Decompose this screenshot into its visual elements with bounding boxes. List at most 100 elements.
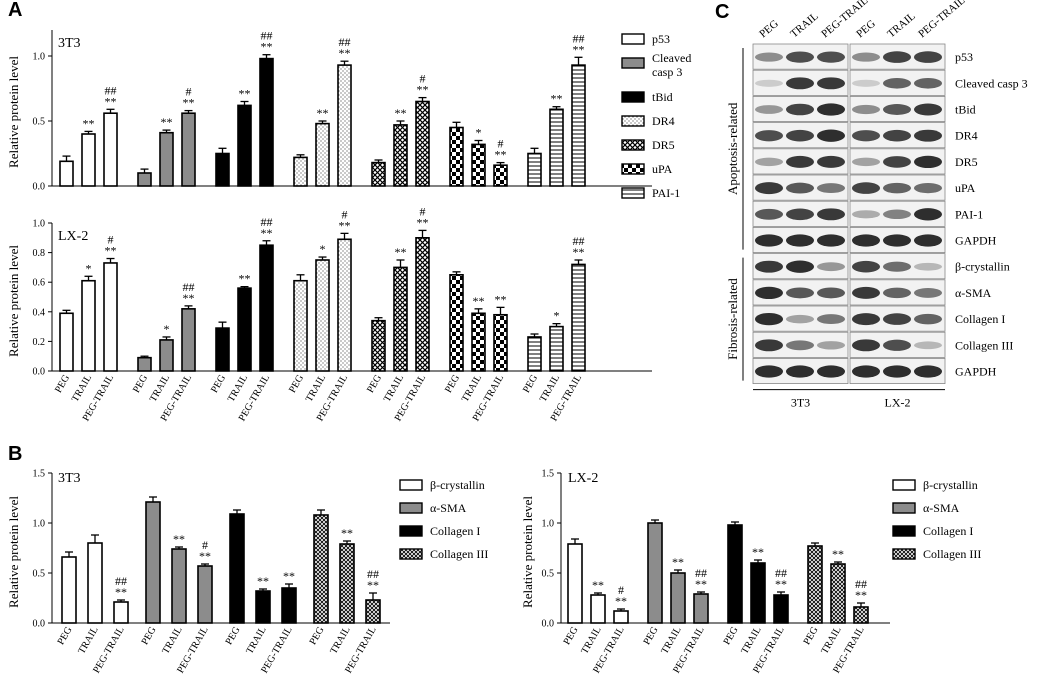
blot-band <box>883 51 911 63</box>
y-tick-label: 0.0 <box>542 619 555 630</box>
blot-band <box>755 52 783 62</box>
blot-band <box>786 208 814 221</box>
bar-pai-1-trail <box>549 325 564 372</box>
legend-label-cleaved-casp-3: Cleaved casp 3 <box>652 51 691 79</box>
bar-collagen-i-trail <box>255 590 271 624</box>
blot-band <box>755 79 783 87</box>
blot-band <box>883 104 911 115</box>
significance-label: ** <box>615 594 627 608</box>
bar-dr5-trail <box>393 124 408 187</box>
bar-sma-peg <box>647 522 663 624</box>
blot-band <box>852 52 880 62</box>
y-tick-label: 1.0 <box>542 519 555 530</box>
blot-band <box>817 287 845 299</box>
significance-label: ** <box>417 215 429 229</box>
blot-band <box>914 287 942 298</box>
bar-tbid-trail <box>237 287 252 372</box>
significance-label: ** <box>339 46 351 60</box>
bar-cleaved-casp-3-peg-trail <box>181 112 196 187</box>
blot-band <box>786 51 814 63</box>
significance-label: ** <box>105 94 117 108</box>
bar-p53-trail <box>81 133 96 187</box>
bar-tbid-peg-trail <box>259 244 274 372</box>
bar-pai-1-peg <box>527 336 542 372</box>
blot-band <box>755 339 783 352</box>
x-tick-label: PEG <box>140 625 159 647</box>
significance-label: # <box>108 233 114 247</box>
blot-band <box>786 129 814 142</box>
bar-sma-trail <box>670 572 686 624</box>
bar-crystallin-trail <box>87 542 103 624</box>
blot-band <box>755 182 783 195</box>
blot-band <box>914 208 942 221</box>
legend-label-sma: α-SMA <box>430 501 467 515</box>
bar-sma-peg-trail <box>197 565 213 624</box>
legend-panel-a: p53 Cleaved casp 3 tBid DR4 DR5 uPA PAI-1 <box>621 32 691 200</box>
bar-upa-peg-trail <box>493 164 508 187</box>
y-tick-label: 1.0 <box>33 519 46 530</box>
significance-label: * <box>164 322 170 336</box>
bar-crystallin-trail <box>590 594 606 624</box>
blot-band <box>914 262 942 271</box>
significance-label: ## <box>855 577 867 591</box>
x-tick-label: PEG <box>209 373 228 395</box>
significance-label: # <box>342 207 348 221</box>
significance-label: ## <box>115 574 127 588</box>
significance-label: ** <box>417 83 429 97</box>
legend-panel-b-3t3: β-crystallin α-SMA Collagen I Collagen III <box>399 478 488 561</box>
blot-cell-line-label: 3T3 <box>791 396 810 410</box>
legend-label-collagen-i: Collagen I <box>923 524 973 538</box>
bar-crystallin-peg-trail <box>613 610 629 624</box>
blot-band <box>817 183 845 194</box>
significance-label: ** <box>573 42 585 56</box>
blot-band <box>755 365 783 378</box>
blot-row-label-p53: p53 <box>955 50 973 64</box>
bar-dr4-peg <box>293 156 308 187</box>
blot-band <box>914 51 942 63</box>
x-tick-label: TRAIL <box>328 625 352 656</box>
legend-label-crystallin: β-crystallin <box>430 478 485 492</box>
legend-swatch-p53 <box>621 33 645 45</box>
significance-label: # <box>498 137 504 151</box>
bar-upa-trail <box>471 143 486 187</box>
blot-band <box>786 234 814 247</box>
significance-label: ** <box>317 106 329 120</box>
significance-label: ** <box>239 272 251 286</box>
significance-label: ** <box>257 574 269 588</box>
significance-label: ** <box>199 549 211 563</box>
blot-band <box>817 103 845 116</box>
legend-swatch-dr5 <box>621 139 645 151</box>
bar-dr4-trail <box>315 259 330 372</box>
x-tick-label: PEG <box>722 625 741 647</box>
blot-band <box>914 155 942 169</box>
chart-2: 0.0 0.2 0.4 0.6 0.8 1.0 Relative protein level… <box>6 204 652 423</box>
chart-title: 3T3 <box>58 471 81 486</box>
blot-column-label: PEG <box>854 18 878 41</box>
blot-column-label: PEG <box>757 18 781 41</box>
blot-band <box>852 104 880 115</box>
significance-label: ## <box>105 83 117 97</box>
blot-band <box>786 365 814 378</box>
y-tick-label: 0.0 <box>33 619 46 630</box>
bar-upa-trail <box>471 312 486 372</box>
bar-pai-1-peg-trail <box>571 263 586 372</box>
panel-label-c: C <box>715 1 729 23</box>
x-tick-label: TRAIL <box>739 625 763 656</box>
significance-label: ** <box>495 148 507 162</box>
legend-swatch-collagen-iii <box>892 548 916 560</box>
blot-band <box>914 103 942 116</box>
legend-label-sma: α-SMA <box>923 501 960 515</box>
bar-upa-peg-trail <box>493 313 508 372</box>
y-tick-label: 0.6 <box>33 278 46 289</box>
blot-band <box>755 105 783 114</box>
panel-label-a: A <box>8 0 22 21</box>
significance-label: ** <box>367 578 379 592</box>
bar-cleaved-casp-3-peg <box>137 172 152 187</box>
bar-upa-peg <box>449 126 464 187</box>
blot-band <box>755 286 783 300</box>
blot-row-label-tbid: tBid <box>955 103 976 117</box>
significance-label: ** <box>283 569 295 583</box>
y-tick-label: 0.2 <box>33 337 46 348</box>
y-tick-label: 0.5 <box>33 117 46 128</box>
